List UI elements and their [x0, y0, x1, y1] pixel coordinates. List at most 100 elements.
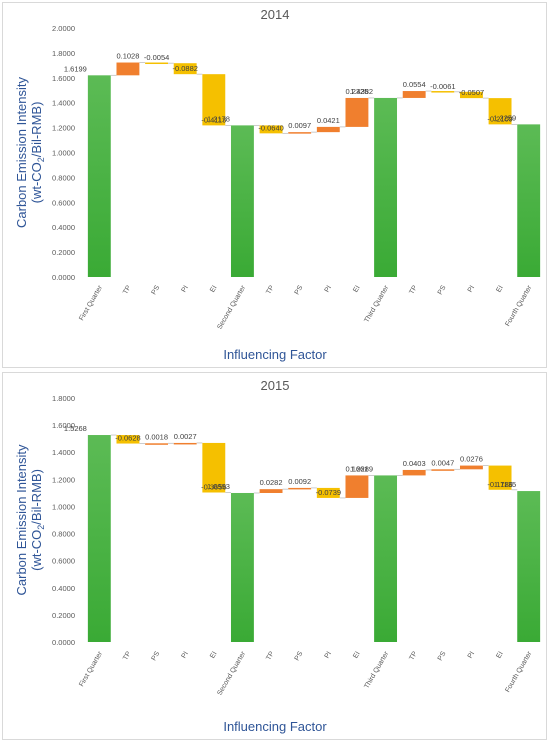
y-axis-label-line2: (wt-CO	[29, 530, 44, 571]
total-bar	[87, 435, 111, 642]
y-tick-label: 1.6000	[52, 74, 75, 83]
x-tick-label: TP	[408, 650, 419, 662]
data-label: 1.4382	[350, 87, 373, 96]
data-label: 0.2325	[345, 87, 368, 96]
increase-bar	[459, 465, 483, 470]
y-tick-label: 0.2000	[52, 248, 75, 257]
x-tick-label: EI	[209, 284, 218, 293]
total-bar	[230, 492, 254, 642]
x-tick-label: First Quarter	[78, 650, 104, 688]
data-label: -0.0640	[258, 123, 283, 132]
data-label: 1.5268	[64, 424, 87, 433]
y-axis-label-line1: Carbon Emission Intensity	[14, 76, 29, 228]
decrease-bar	[202, 74, 226, 126]
decrease-bar	[431, 91, 455, 93]
increase-bar	[316, 126, 340, 133]
x-tick-label: EI	[209, 650, 218, 659]
data-label: 0.1661	[345, 464, 368, 473]
y-tick-label: 1.4000	[52, 99, 75, 108]
x-tick-label: PS	[151, 650, 162, 662]
x-axis-label: Influencing Factor	[223, 719, 327, 734]
x-tick-label: TP	[122, 650, 133, 662]
y-axis-label-line2-end: /Bil-RMB)	[29, 469, 44, 525]
increase-bar	[145, 443, 169, 445]
x-tick-label: PI	[181, 650, 190, 659]
chart-title: 2014	[261, 7, 290, 22]
data-label: -0.0507	[459, 88, 484, 97]
y-tick-label: 0.4000	[52, 584, 75, 593]
increase-bar	[173, 442, 197, 445]
y-tick-label: 2.0000	[52, 24, 75, 33]
data-label: -0.0628	[115, 434, 140, 443]
x-tick-label: EI	[495, 284, 504, 293]
data-label: 0.0097	[288, 121, 311, 130]
x-tick-label: Third Quarter	[363, 284, 390, 324]
chart-panel-2014: 2014 Carbon Emission Intensity(wt-CO2/Bil…	[2, 2, 547, 368]
y-axis-label-subscript: 2	[36, 525, 46, 530]
y-tick-label: 0.0000	[52, 638, 75, 647]
data-label: 0.0403	[403, 459, 426, 468]
x-tick-label: PS	[437, 650, 448, 662]
data-label: 0.0047	[431, 458, 454, 467]
x-tick-label: Fourth Quarter	[504, 650, 533, 694]
increase-bar	[288, 132, 312, 134]
y-tick-label: 1.4000	[52, 448, 75, 457]
x-tick-label: PS	[151, 284, 162, 296]
x-tick-label: PI	[324, 650, 333, 659]
y-tick-label: 0.8000	[52, 173, 75, 182]
increase-bar	[116, 62, 140, 76]
y-axis-label-line1: Carbon Emission Intensity	[14, 444, 29, 596]
data-label: -0.4113	[201, 115, 226, 124]
x-tick-label: TP	[265, 650, 276, 662]
y-tick-label: 1.8000	[52, 394, 75, 403]
data-label: 1.2289	[350, 464, 373, 473]
x-tick-label: Fourth Quarter	[504, 284, 533, 328]
x-tick-label: EI	[352, 284, 361, 293]
y-tick-label: 0.6000	[52, 557, 75, 566]
x-tick-label: PI	[324, 284, 333, 293]
y-tick-label: 0.2000	[52, 611, 75, 620]
decrease-bar	[116, 435, 140, 444]
y-axis-label-line2-end: /Bil-RMB)	[29, 102, 44, 158]
total-bar	[87, 75, 111, 277]
x-tick-label: Second Quarter	[216, 284, 247, 331]
chart-title: 2015	[261, 378, 290, 393]
decrease-bar	[316, 487, 340, 498]
y-tick-label: 0.0000	[52, 273, 75, 282]
x-tick-label: PS	[294, 650, 305, 662]
x-tick-label: First Quarter	[78, 284, 104, 322]
data-label: -0.0739	[316, 488, 341, 497]
waterfall-chart-2015: 2015 Carbon Emission Intensity(wt-CO2/Bil…	[14, 378, 541, 734]
data-label: 0.0421	[317, 116, 340, 125]
data-label: 1.2178	[207, 114, 230, 123]
data-label: -0.3656	[201, 482, 226, 491]
x-tick-label: EI	[495, 650, 504, 659]
data-label: -0.0054	[144, 53, 169, 62]
total-bar	[374, 475, 398, 642]
total-bar	[230, 125, 254, 277]
data-label: 0.0282	[260, 478, 283, 487]
y-tick-label: 1.2000	[52, 124, 75, 133]
data-label: -0.2109	[487, 114, 512, 123]
y-tick-label: 1.8000	[52, 49, 75, 58]
data-label: -0.1786	[487, 480, 512, 489]
y-tick-label: 0.6000	[52, 198, 75, 207]
data-label: 0.1028	[116, 52, 139, 61]
increase-bar	[288, 487, 312, 490]
increase-bar	[345, 475, 369, 498]
decrease-bar	[202, 442, 226, 493]
y-axis-label: Carbon Emission Intensity(wt-CO2/Bil-RMB…	[14, 76, 46, 228]
data-label: 0.0027	[174, 432, 197, 441]
data-label: 0.0018	[145, 432, 168, 441]
y-tick-label: 0.4000	[52, 223, 75, 232]
increase-bar	[259, 489, 283, 493]
decrease-bar	[459, 91, 483, 99]
x-tick-label: PI	[467, 284, 476, 293]
data-label: 1.0993	[207, 482, 230, 491]
data-label: -0.0061	[430, 82, 455, 91]
y-tick-label: 1.6000	[52, 421, 75, 430]
decrease-bar	[173, 63, 197, 75]
increase-bar	[345, 97, 369, 127]
y-tick-label: 1.2000	[52, 475, 75, 484]
data-label: -0.0882	[172, 64, 197, 73]
